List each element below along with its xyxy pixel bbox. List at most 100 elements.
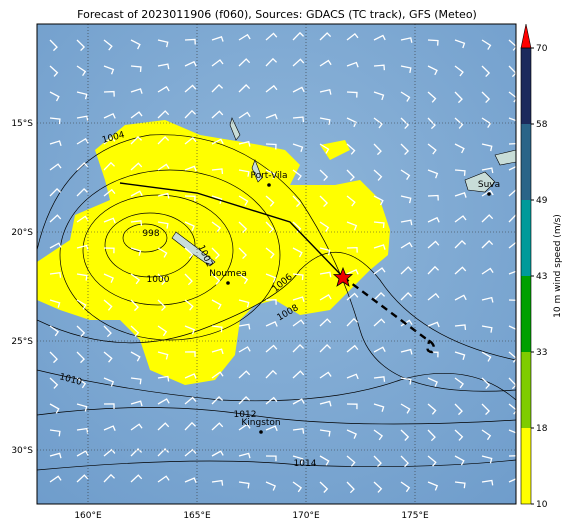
wind-barb bbox=[319, 221, 330, 233]
wind-barb bbox=[427, 169, 439, 179]
wind-barb bbox=[103, 90, 115, 97]
wind-barb bbox=[49, 299, 61, 308]
wind-barb bbox=[319, 271, 332, 278]
wind-barb bbox=[103, 136, 116, 145]
wind-barb bbox=[103, 39, 113, 51]
wind-barb bbox=[103, 65, 115, 75]
wind-barb bbox=[508, 325, 516, 335]
wind-barb bbox=[130, 377, 142, 385]
wind-barb bbox=[292, 343, 305, 353]
wind-barb bbox=[103, 299, 113, 311]
wind-barb bbox=[427, 321, 440, 328]
wind-barb bbox=[103, 247, 115, 254]
wind-barb bbox=[49, 117, 61, 125]
wind-barb bbox=[319, 455, 330, 466]
wind-barb bbox=[373, 291, 386, 301]
colorbar-tick-label: 18 bbox=[536, 424, 548, 434]
wind-barb bbox=[265, 169, 276, 180]
wind-barb bbox=[292, 319, 305, 327]
wind-barb bbox=[157, 247, 168, 258]
colorbar-segment bbox=[521, 200, 531, 276]
isobar-label: 1012 bbox=[234, 410, 257, 420]
wind-barb bbox=[292, 195, 301, 208]
wind-barb bbox=[130, 65, 142, 72]
wind-barb bbox=[454, 324, 467, 330]
wind-barb bbox=[130, 135, 143, 145]
wind-barb bbox=[292, 116, 305, 123]
wind-barb bbox=[130, 351, 141, 362]
wind-barb bbox=[130, 325, 140, 337]
wind-barb bbox=[292, 31, 305, 41]
wind-barb bbox=[211, 422, 224, 431]
wind-barb bbox=[346, 455, 356, 467]
wind-barb bbox=[265, 113, 278, 120]
isobars bbox=[37, 134, 516, 471]
wind-barb bbox=[238, 140, 251, 147]
wind-barb bbox=[184, 84, 197, 93]
colorbar-label: 10 m wind speed (m/s) bbox=[553, 214, 563, 318]
wind-barb bbox=[373, 34, 386, 41]
wind-barb bbox=[508, 165, 516, 171]
wind-barb bbox=[184, 195, 196, 202]
wind-barb bbox=[211, 138, 224, 145]
wind-barb bbox=[76, 137, 89, 145]
wind-barb bbox=[130, 190, 143, 197]
wind-barb bbox=[157, 422, 170, 431]
wind-barb bbox=[400, 319, 413, 327]
wind-barb bbox=[427, 39, 439, 46]
wind-barb bbox=[130, 400, 143, 407]
wind-barb bbox=[184, 136, 197, 145]
colorbar-tick-label: 49 bbox=[536, 196, 548, 206]
wind-barb bbox=[103, 448, 116, 457]
wind-barb bbox=[508, 299, 516, 301]
wind-barb bbox=[346, 195, 356, 207]
wind-barb bbox=[130, 474, 143, 483]
wind-barb bbox=[373, 429, 384, 441]
wind-barb bbox=[427, 265, 440, 275]
wind-barb bbox=[481, 143, 493, 152]
wind-barb bbox=[373, 244, 386, 250]
wind-barb bbox=[292, 273, 304, 281]
wind-barb bbox=[292, 143, 304, 153]
wind-barb bbox=[103, 473, 116, 483]
wind-barb bbox=[49, 377, 59, 389]
wind-barb bbox=[184, 247, 194, 259]
wind-barb bbox=[265, 299, 277, 305]
wind-barb bbox=[157, 375, 170, 382]
wind-barb bbox=[346, 61, 359, 68]
lat-label: 30°S bbox=[11, 446, 33, 456]
wind-barb bbox=[184, 273, 193, 286]
wind-barb bbox=[49, 429, 61, 437]
map-body: Port-VilaSuvaNoumeaKingston1004998100010… bbox=[37, 24, 516, 504]
wind-barb bbox=[211, 110, 224, 119]
wind-barb bbox=[508, 241, 516, 249]
colorbar-segment bbox=[521, 428, 531, 504]
wind-barb bbox=[481, 267, 494, 275]
colorbar-segment bbox=[521, 48, 531, 124]
place-label: Port-Vila bbox=[250, 171, 287, 181]
wind-barb bbox=[184, 221, 195, 231]
wind-barb bbox=[238, 58, 251, 67]
wind-barb bbox=[265, 195, 275, 207]
wind-barb bbox=[454, 117, 464, 129]
wind-barb bbox=[184, 421, 197, 431]
lon-label: 175°E bbox=[401, 511, 429, 521]
wind-barb bbox=[238, 33, 251, 41]
wind-barb bbox=[400, 241, 413, 249]
wind-barb bbox=[427, 117, 436, 130]
place-label: Noumea bbox=[209, 269, 247, 279]
wind-barb bbox=[76, 273, 88, 281]
wind-barb bbox=[157, 221, 169, 229]
wind-barb bbox=[49, 452, 62, 459]
track-past bbox=[119, 182, 344, 278]
wind-barb bbox=[265, 247, 275, 259]
map-frame bbox=[36, 23, 517, 505]
wind-barb bbox=[373, 169, 383, 181]
wind-barb bbox=[76, 450, 89, 457]
wind-barb bbox=[346, 221, 358, 231]
wind-barb bbox=[157, 299, 167, 312]
wind-barb bbox=[265, 369, 278, 379]
wind-barb bbox=[454, 192, 467, 198]
wind-barb bbox=[76, 65, 87, 77]
